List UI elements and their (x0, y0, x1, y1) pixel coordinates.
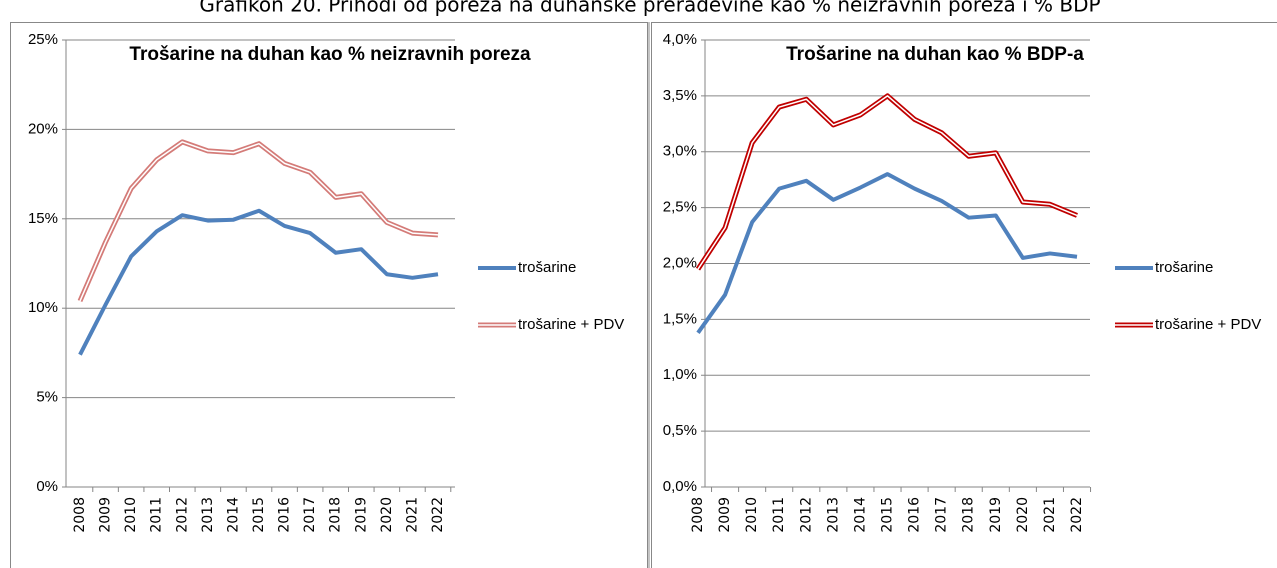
x-tick-label: 2010 (744, 497, 760, 533)
legend-label: trošarine (518, 259, 576, 276)
x-tick-label: 2021 (404, 497, 420, 533)
legend-label: trošarine + PDV (518, 316, 624, 333)
legend-label: trošarine (1155, 259, 1213, 276)
x-tick-label: 2010 (123, 497, 139, 533)
x-tick-label: 2008 (72, 497, 88, 533)
y-tick-label: 5% (36, 389, 58, 406)
x-tick-label: 2014 (225, 497, 241, 533)
series-line (78, 208, 439, 356)
y-tick-label: 4,0% (663, 31, 697, 48)
x-tick-label: 2022 (430, 497, 446, 533)
y-tick-label: 0,5% (663, 422, 697, 439)
series-line (696, 172, 1078, 334)
series-line (77, 139, 439, 303)
x-tick-label: 2022 (1069, 497, 1085, 533)
x-tick-label: 2019 (988, 497, 1004, 533)
x-tick-label: 2018 (328, 497, 344, 533)
page-title: Grafikon 20. Prihodi od poreza na duhans… (199, 0, 1100, 17)
x-tick-label: 2011 (771, 497, 787, 533)
x-tick-label: 2009 (717, 497, 733, 533)
x-tick-label: 2019 (353, 497, 369, 533)
chart-title: Trošarine na duhan kao % BDP-a (786, 44, 1084, 65)
y-tick-label: 20% (28, 120, 58, 137)
series-line (695, 93, 1078, 271)
y-tick-label: 1,0% (663, 366, 697, 383)
x-tick-label: 2016 (277, 497, 293, 533)
x-tick-label: 2021 (1042, 497, 1058, 533)
x-tick-label: 2015 (880, 497, 896, 533)
x-tick-label: 2013 (825, 497, 841, 533)
x-tick-label: 2017 (302, 497, 318, 533)
x-tick-label: 2011 (149, 497, 165, 533)
y-tick-label: 0,0% (663, 478, 697, 495)
x-tick-label: 2014 (852, 497, 868, 533)
x-tick-label: 2009 (98, 497, 114, 533)
x-tick-label: 2020 (379, 497, 395, 533)
legend-label: trošarine + PDV (1155, 316, 1261, 333)
panel-frame (651, 22, 1277, 568)
y-tick-label: 1,5% (663, 310, 697, 327)
x-tick-label: 2020 (1015, 497, 1031, 533)
y-tick-label: 0% (36, 478, 58, 495)
x-tick-label: 2012 (798, 497, 814, 533)
x-tick-label: 2008 (690, 497, 706, 533)
x-tick-label: 2013 (200, 497, 216, 533)
x-tick-label: 2016 (907, 497, 923, 533)
series-line-inner (697, 95, 1078, 270)
x-tick-label: 2018 (961, 497, 977, 533)
y-tick-label: 3,5% (663, 87, 697, 104)
y-tick-label: 10% (28, 299, 58, 316)
x-tick-label: 2012 (174, 497, 190, 533)
y-tick-label: 25% (28, 31, 58, 48)
y-tick-label: 2,0% (663, 254, 697, 271)
y-tick-label: 2,5% (663, 199, 697, 216)
series-line-inner (79, 141, 439, 302)
x-tick-label: 2015 (251, 497, 267, 533)
y-tick-label: 15% (28, 210, 58, 227)
chart-title: Trošarine na duhan kao % neizravnih pore… (129, 44, 531, 65)
y-tick-label: 3,0% (663, 143, 697, 160)
panel-frame (10, 22, 648, 568)
x-tick-label: 2017 (934, 497, 950, 533)
